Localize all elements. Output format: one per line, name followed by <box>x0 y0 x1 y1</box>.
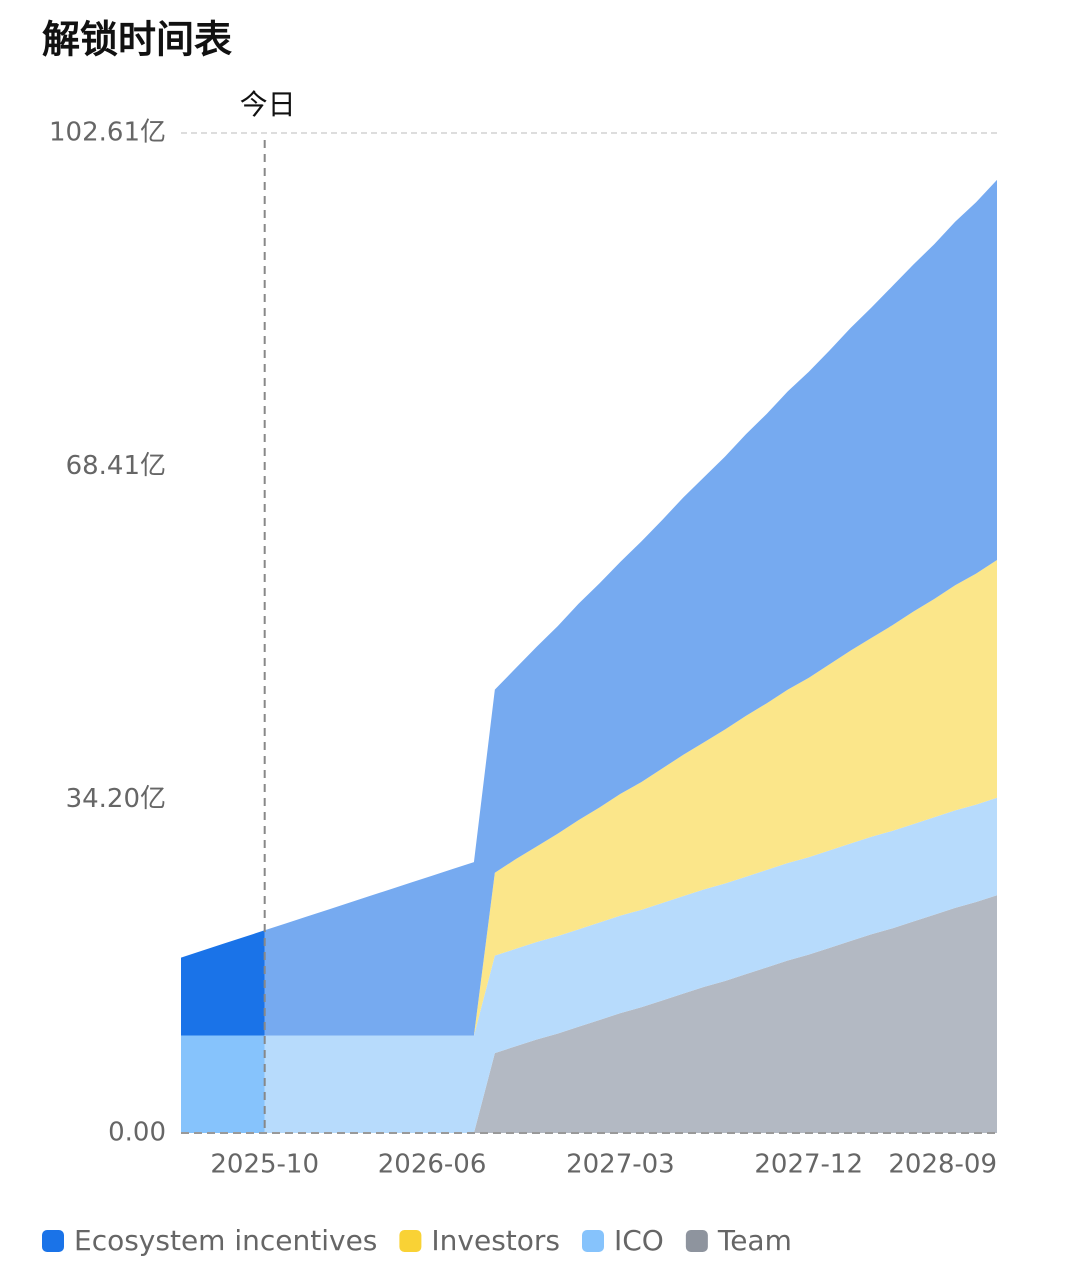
x-tick-label: 2027-03 <box>566 1150 675 1180</box>
area <box>181 797 997 1133</box>
x-tick-label: 2025-10 <box>210 1150 319 1180</box>
legend-label: Investors <box>431 1224 560 1257</box>
today-label: 今日 <box>240 88 296 121</box>
legend-label: ICO <box>614 1224 664 1257</box>
x-tick-label: 2027-12 <box>754 1150 863 1180</box>
y-tick-label: 68.41亿 <box>66 451 166 481</box>
area <box>181 179 997 1036</box>
y-tick-label: 34.20亿 <box>66 784 166 814</box>
legend-swatch <box>399 1230 422 1252</box>
legend-label: Team <box>717 1224 792 1257</box>
y-tick-label: 0.00 <box>108 1118 166 1148</box>
chart-title: 解锁时间表 <box>42 18 232 62</box>
area <box>181 895 997 1133</box>
legend-swatch <box>42 1230 64 1252</box>
x-tick-label: 2028-09 <box>888 1150 997 1180</box>
legend-swatch <box>685 1230 708 1252</box>
legend-label: Ecosystem incentives <box>74 1224 377 1257</box>
legend-swatch <box>582 1230 604 1252</box>
x-tick-label: 2026-06 <box>378 1150 487 1180</box>
y-tick-label: 102.61亿 <box>49 118 166 148</box>
area <box>181 559 997 1036</box>
